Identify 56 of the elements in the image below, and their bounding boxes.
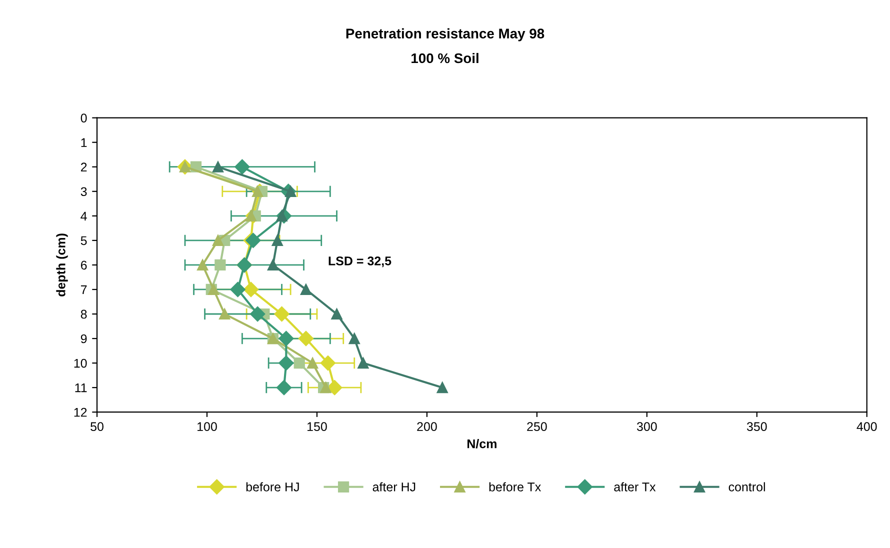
legend-label: before HJ bbox=[246, 482, 299, 492]
point bbox=[348, 332, 360, 344]
x-axis-title: N/cm bbox=[467, 439, 496, 448]
point bbox=[274, 306, 290, 322]
y-tick-label: 4 bbox=[80, 212, 87, 220]
point bbox=[214, 259, 226, 271]
point bbox=[294, 357, 305, 369]
point bbox=[436, 382, 448, 394]
point bbox=[331, 308, 342, 320]
legend-label: control bbox=[728, 482, 765, 492]
chart-subtitle: 100 % Soil bbox=[412, 52, 478, 64]
x-tick-label: 350 bbox=[746, 422, 767, 431]
point bbox=[219, 308, 230, 320]
point bbox=[234, 159, 250, 174]
legend-label: before Tx bbox=[489, 482, 541, 492]
point bbox=[250, 306, 266, 322]
point bbox=[272, 234, 283, 246]
point bbox=[278, 330, 294, 346]
legend-label: after HJ bbox=[372, 482, 416, 492]
point bbox=[320, 355, 336, 371]
x-tick-label: 200 bbox=[417, 422, 437, 431]
x-tick-label: 250 bbox=[527, 422, 547, 431]
y-tick-label: 6 bbox=[80, 260, 87, 270]
y-tick-label: 3 bbox=[80, 187, 87, 196]
x-tick-label: 50 bbox=[90, 422, 104, 431]
point bbox=[358, 357, 369, 369]
x-tick-label: 400 bbox=[856, 422, 877, 431]
y-axis-title: depth (cm) bbox=[56, 234, 68, 296]
y-tick-label: 7 bbox=[80, 285, 87, 294]
chart-title: Penetration resistance May 98 bbox=[346, 28, 544, 42]
annotation: LSD = 32,5 bbox=[328, 256, 392, 268]
x-tick-label: 300 bbox=[636, 422, 657, 431]
point bbox=[300, 284, 312, 296]
point bbox=[267, 259, 279, 271]
point bbox=[298, 330, 314, 346]
y-tick-label: 2 bbox=[80, 162, 87, 172]
y-tick-label: 11 bbox=[75, 384, 87, 392]
legend-label: after Tx bbox=[614, 482, 656, 492]
y-tick-label: 10 bbox=[74, 358, 87, 368]
point bbox=[276, 380, 292, 396]
point bbox=[230, 282, 246, 298]
point bbox=[243, 282, 259, 298]
point bbox=[307, 357, 318, 369]
point bbox=[212, 234, 224, 246]
x-tick-label: 100 bbox=[198, 422, 217, 431]
point bbox=[212, 161, 224, 172]
point bbox=[278, 355, 294, 371]
y-tick-label: 9 bbox=[80, 334, 87, 344]
point bbox=[197, 259, 208, 271]
y-tick-label: 5 bbox=[80, 236, 87, 246]
y-tick-label: 8 bbox=[80, 310, 87, 319]
point bbox=[208, 284, 220, 296]
y-tick-label: 0 bbox=[80, 114, 87, 122]
y-tick-label: 12 bbox=[74, 408, 87, 417]
y-tick-label: 1 bbox=[81, 138, 87, 147]
x-tick-label: 150 bbox=[307, 422, 327, 431]
